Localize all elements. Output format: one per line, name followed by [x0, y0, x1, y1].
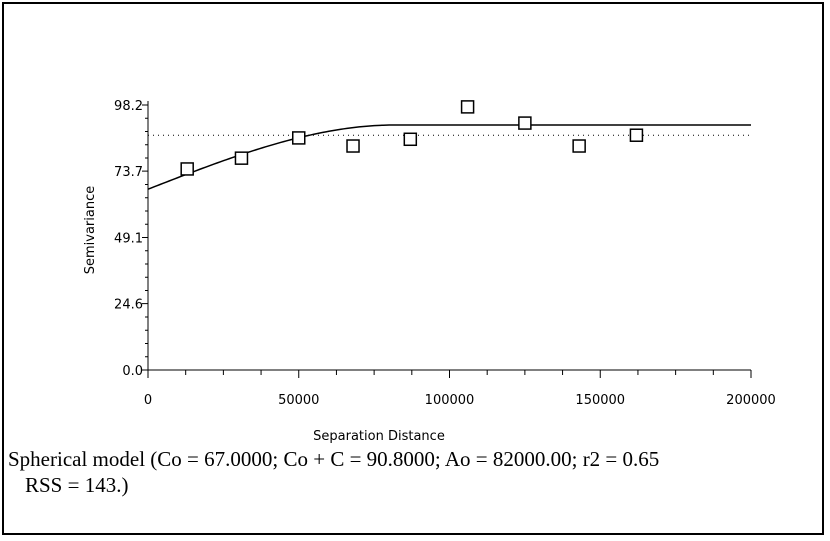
ticks: 0 50000 100000 150000 200000 0.0 24.6 49.1 73.7 9…	[114, 99, 776, 408]
data-point	[234, 151, 249, 165]
y-tick-label: 24.6	[114, 298, 143, 313]
x-tick-label: 100000	[425, 393, 475, 408]
x-axis-title: Separation Distance	[313, 429, 445, 444]
data-point	[403, 132, 418, 147]
data-point	[629, 128, 644, 142]
data-point	[346, 139, 360, 153]
y-tick-label: 73.7	[114, 165, 143, 180]
y-tick-label: 98.2	[114, 99, 143, 114]
data-points	[180, 100, 644, 176]
data-point	[460, 100, 475, 114]
y-tick-label: 49.1	[114, 232, 143, 247]
model-curve-group	[147, 124, 751, 190]
data-point	[572, 139, 586, 153]
x-tick-label: 200000	[726, 393, 776, 408]
model-curve	[147, 124, 751, 190]
y-axis-title: Semivariance	[83, 186, 98, 275]
chart-frame: 0 50000 100000 150000 200000 0.0 24.6 49.1 73.7 9…	[2, 2, 824, 535]
x-tick-label: 50000	[278, 393, 319, 408]
y-tick-label: 0.0	[122, 364, 143, 379]
x-tick-label: 150000	[575, 393, 625, 408]
axes	[147, 101, 751, 371]
data-point	[518, 116, 532, 130]
semivariogram-chart: 0 50000 100000 150000 200000 0.0 24.6 49.1 73.7 9…	[83, 99, 776, 444]
data-point	[180, 162, 194, 176]
model-caption-line2: RSS = 143.)	[25, 473, 129, 497]
model-caption: Spherical model (Co = 67.0000; Co + C = …	[8, 446, 822, 498]
x-tick-label: 0	[144, 393, 152, 408]
data-point	[292, 131, 306, 145]
model-caption-line1: Spherical model (Co = 67.0000; Co + C = …	[8, 447, 660, 471]
